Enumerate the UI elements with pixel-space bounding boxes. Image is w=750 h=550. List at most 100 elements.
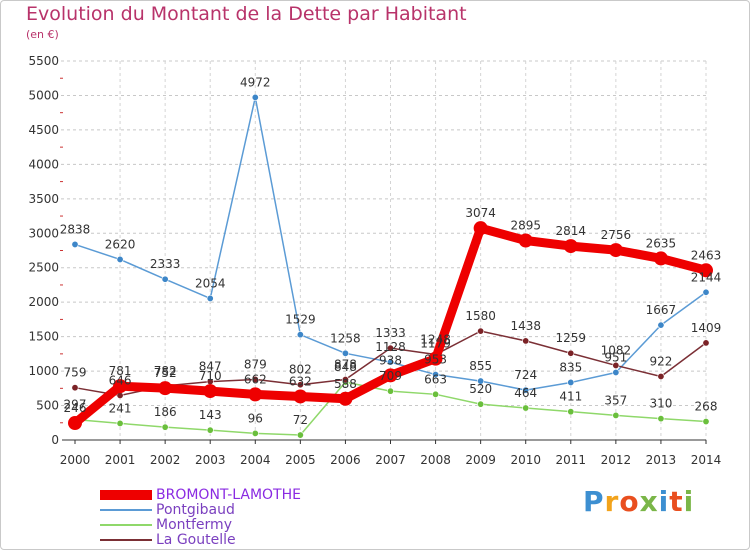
data-point [428,351,443,366]
data-label: 802 [289,363,312,377]
x-tick-label: 2011 [556,453,587,467]
legend-label: La Goutelle [156,532,236,548]
data-point [657,415,665,423]
data-point [612,361,620,369]
data-label: 632 [289,374,312,388]
data-label: 96 [248,411,263,425]
legend-swatch [100,509,152,511]
data-point [386,344,394,352]
data-point [522,404,530,412]
data-label: 938 [379,353,402,367]
logo-letter: o [619,485,640,518]
y-tick-label: 1500 [28,330,59,344]
data-point [657,372,665,380]
data-point [477,400,485,408]
data-point [567,349,575,357]
data-point [116,255,124,263]
data-point [567,408,575,416]
data-label: 781 [109,364,132,378]
data-label: 4972 [240,75,271,89]
logo-letter: P [583,485,605,518]
x-tick-label: 2005 [285,453,316,467]
data-label: 2635 [646,236,677,250]
legend-label: Pontgibaud [156,502,235,518]
data-label: 297 [64,398,87,412]
data-label: 310 [649,397,672,411]
data-point [251,93,259,101]
series [68,93,713,439]
data-point [477,377,485,385]
data-point [248,387,263,402]
y-tick-label: 4000 [28,157,59,171]
data-label: 782 [154,364,177,378]
data-label: 1438 [510,319,541,333]
data-point [338,391,353,406]
logo-letter: i [683,485,695,518]
data-point [657,321,665,329]
data-label: 1128 [375,340,406,354]
data-point [161,423,169,431]
data-label: 922 [649,354,672,368]
data-point [522,337,530,345]
data-label: 953 [424,353,447,367]
data-point [296,331,304,339]
x-tick-label: 2001 [105,453,136,467]
data-point [653,251,668,266]
data-label: 2463 [691,248,722,262]
data-point [612,411,620,419]
logo-letter: i [658,485,670,518]
data-point [206,294,214,302]
data-point [296,381,304,389]
data-point [386,387,394,395]
data-label: 2756 [601,228,632,242]
data-label: 246 [64,401,87,415]
data-label: 878 [334,357,357,371]
data-point [702,418,710,426]
data-point [206,426,214,434]
data-point [612,368,620,376]
data-label: 1259 [556,331,587,345]
data-label: 855 [469,359,492,373]
data-point [702,288,710,296]
data-label: 1580 [465,309,496,323]
y-tick-label: 3500 [28,192,59,206]
logo-letter: x [639,485,659,518]
data-point [341,375,349,383]
data-point [608,243,623,258]
data-label: 186 [154,405,177,419]
chart-title: Evolution du Montant de la Dette par Hab… [26,3,467,25]
data-point [699,263,713,278]
legend-label: BROMONT-LAMOTHE [156,487,301,503]
x-tick-label: 2006 [330,453,361,467]
x-tick-label: 2002 [150,453,181,467]
data-point [158,381,173,396]
data-point [71,240,79,248]
data-label: 1082 [601,343,632,357]
data-point [116,419,124,427]
data-label: 1333 [375,326,406,340]
logo-letter: t [669,485,684,518]
data-point [383,368,398,383]
y-tick-label: 0 [51,433,59,447]
data-label: 848 [334,360,357,374]
data-label: 951 [604,350,627,364]
data-label: 2054 [195,276,226,290]
data-point [251,429,259,437]
data-point [563,239,578,254]
data-point [522,386,530,394]
data-point [68,416,82,431]
data-label: 2144 [691,270,722,284]
chart-unit-label: (en €) [26,28,59,41]
data-label: 464 [514,386,537,400]
data-label: 662 [244,372,267,386]
y-tick-label: 5500 [28,54,59,68]
proxiti-logo: Proxiti [583,485,694,518]
data-label: 1529 [285,313,316,327]
data-label: 709 [379,369,402,383]
data-label: 2838 [60,222,91,236]
data-label: 268 [695,400,718,414]
data-label: 879 [244,357,267,371]
data-label: 2333 [150,257,181,271]
x-tick-label: 2013 [646,453,677,467]
data-label: 588 [334,377,357,391]
